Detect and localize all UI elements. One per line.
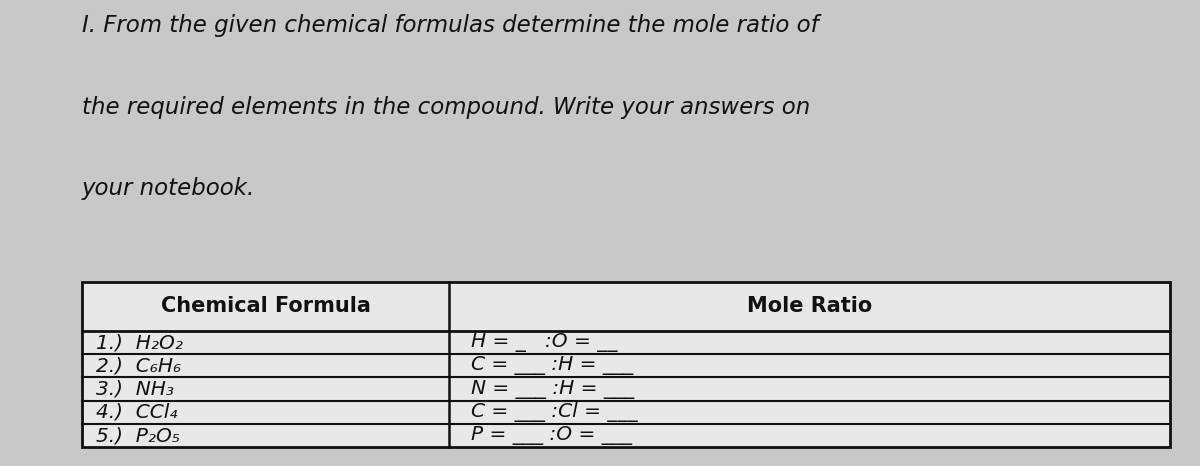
Text: the required elements in the compound. Write your answers on: the required elements in the compound. W… bbox=[82, 96, 810, 118]
Text: 5.)  P₂O₅: 5.) P₂O₅ bbox=[96, 426, 180, 445]
Bar bbox=[82, 282, 1170, 447]
Text: 1.)  H₂O₂: 1.) H₂O₂ bbox=[96, 333, 182, 352]
Text: C = ___ :Cl = ___: C = ___ :Cl = ___ bbox=[472, 403, 638, 422]
Text: your notebook.: your notebook. bbox=[82, 177, 254, 200]
Text: 2.)  C₆H₆: 2.) C₆H₆ bbox=[96, 356, 181, 375]
Text: Chemical Formula: Chemical Formula bbox=[161, 296, 371, 316]
Text: C = ___ :H = ___: C = ___ :H = ___ bbox=[472, 356, 634, 375]
Text: 4.)  CCl₄: 4.) CCl₄ bbox=[96, 403, 178, 422]
Text: N = ___ :H = ___: N = ___ :H = ___ bbox=[472, 380, 635, 398]
Text: H = _   :O = __: H = _ :O = __ bbox=[472, 333, 618, 352]
Text: Mole Ratio: Mole Ratio bbox=[748, 296, 872, 316]
Text: I. From the given chemical formulas determine the mole ratio of: I. From the given chemical formulas dete… bbox=[82, 14, 818, 37]
Text: P = ___ :O = ___: P = ___ :O = ___ bbox=[472, 426, 632, 445]
Text: 3.)  NH₃: 3.) NH₃ bbox=[96, 380, 174, 398]
